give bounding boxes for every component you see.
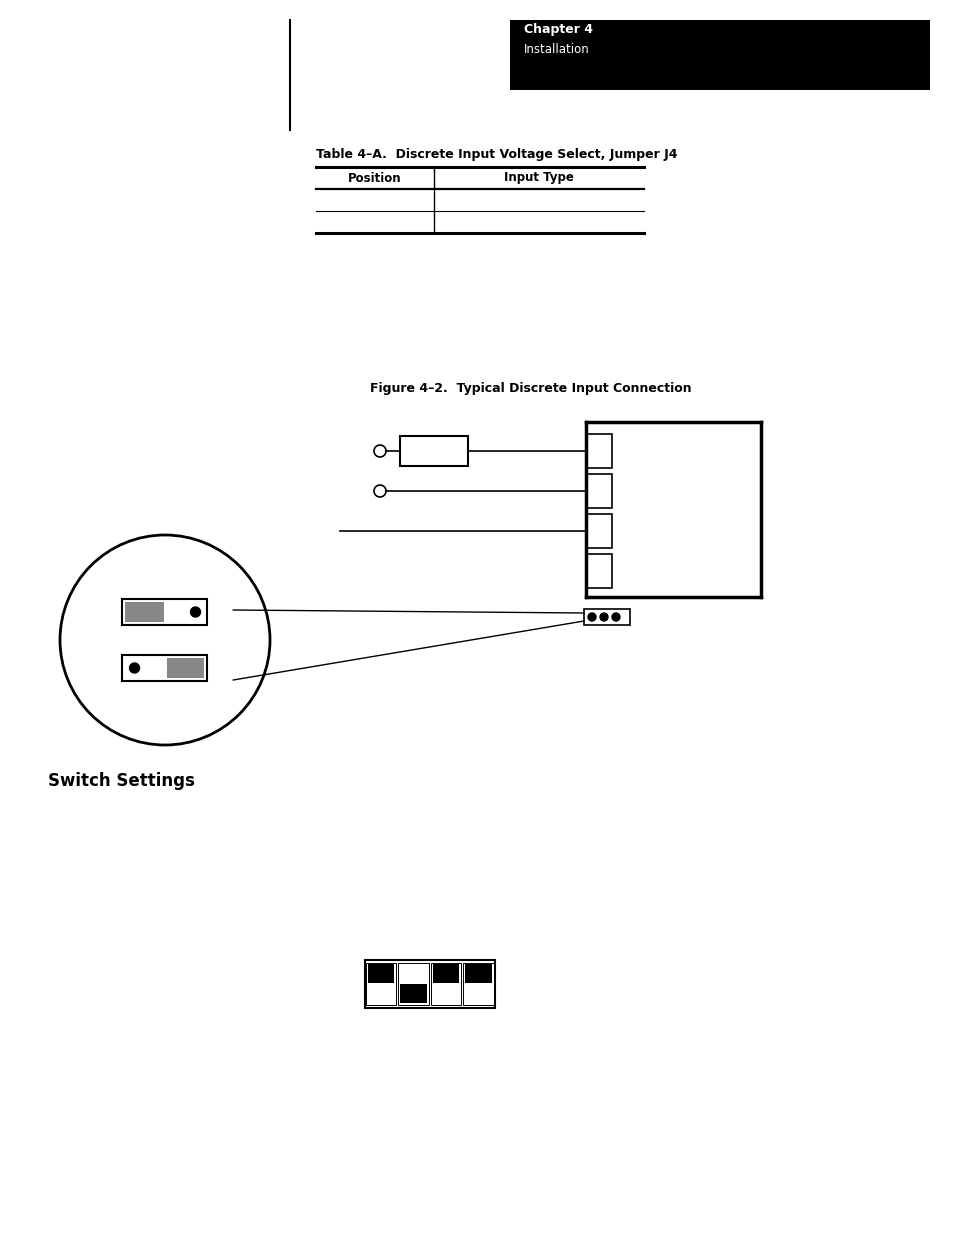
- Circle shape: [587, 613, 596, 621]
- Text: Figure 4–2.  Typical Discrete Input Connection: Figure 4–2. Typical Discrete Input Conne…: [370, 382, 691, 395]
- Bar: [122, 599, 208, 625]
- Bar: [585, 555, 612, 588]
- Bar: [122, 655, 208, 680]
- Text: Table 4–A.  Discrete Input Voltage Select, Jumper J4: Table 4–A. Discrete Input Voltage Select…: [315, 148, 677, 161]
- Text: Input Type: Input Type: [503, 172, 574, 184]
- Circle shape: [191, 606, 200, 618]
- Bar: [465, 965, 492, 983]
- Bar: [510, 20, 929, 90]
- Bar: [585, 433, 612, 468]
- Bar: [431, 963, 461, 1005]
- Bar: [366, 963, 396, 1005]
- Circle shape: [130, 663, 139, 673]
- Circle shape: [374, 485, 386, 496]
- Bar: [368, 965, 395, 983]
- Bar: [583, 609, 629, 625]
- Text: Position: Position: [348, 172, 401, 184]
- Bar: [433, 965, 459, 983]
- Bar: [399, 436, 468, 466]
- Bar: [585, 474, 612, 508]
- Text: Chapter 4: Chapter 4: [523, 23, 593, 36]
- Bar: [400, 984, 427, 1003]
- Text: Switch Settings: Switch Settings: [48, 772, 194, 790]
- Circle shape: [612, 613, 619, 621]
- Bar: [463, 963, 494, 1005]
- Bar: [398, 963, 429, 1005]
- Circle shape: [599, 613, 607, 621]
- Circle shape: [374, 445, 386, 457]
- Bar: [167, 658, 204, 678]
- Text: Installation: Installation: [523, 43, 589, 56]
- Bar: [126, 601, 164, 622]
- Bar: [585, 514, 612, 548]
- Bar: [365, 960, 495, 1008]
- Circle shape: [60, 535, 270, 745]
